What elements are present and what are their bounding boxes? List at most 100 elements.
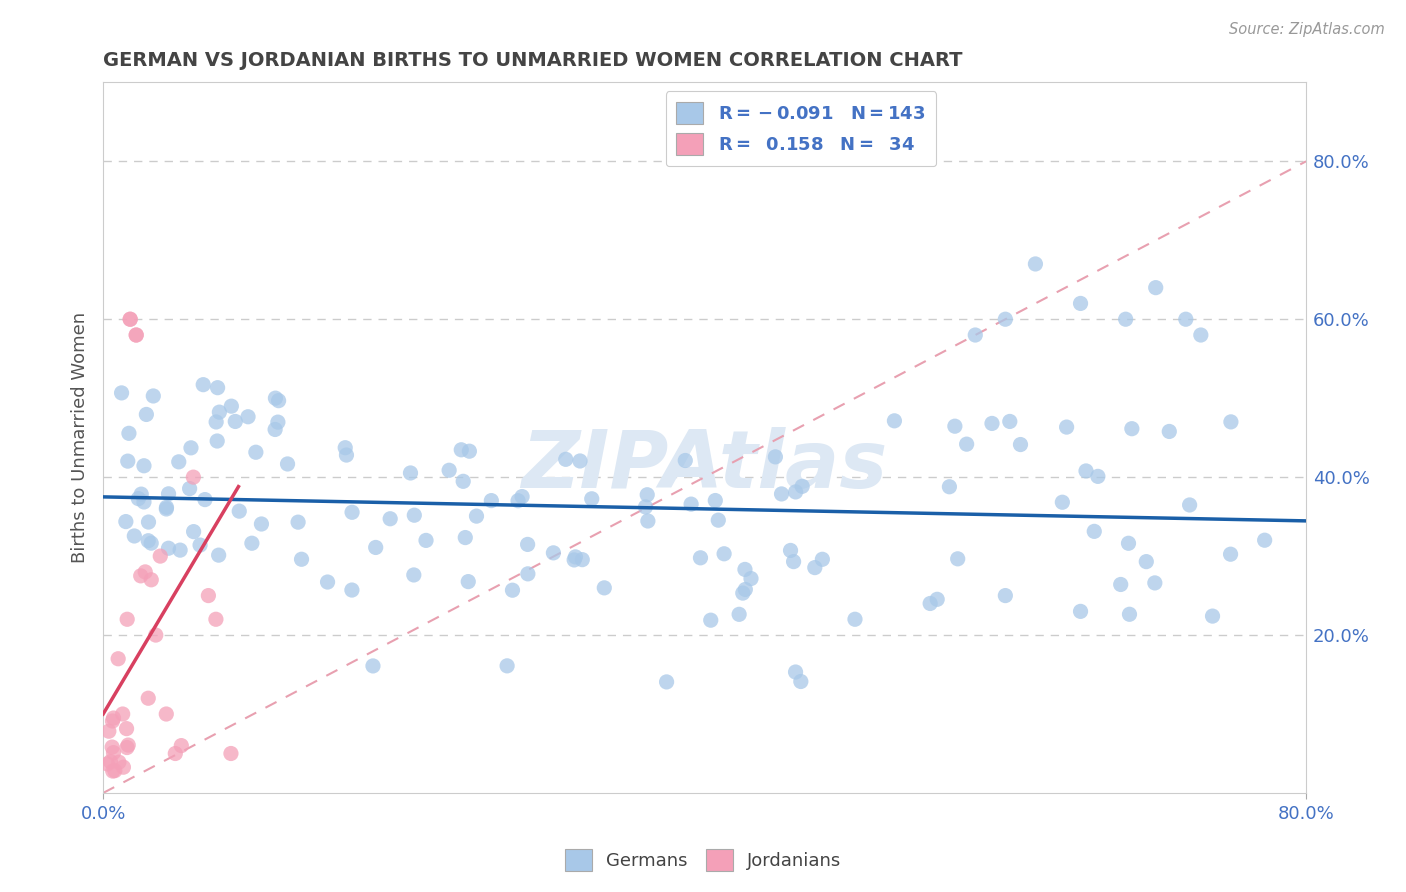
Point (115, 612, 138, 626)
Point (740, 572, 762, 586)
Text: ZIPAtlas: ZIPAtlas (522, 427, 887, 505)
Point (734, 582, 756, 597)
Point (1109, 577, 1132, 591)
Point (208, 405, 231, 419)
Point (792, 479, 814, 493)
Point (103, 711, 125, 725)
Point (543, 546, 565, 560)
Point (194, 492, 217, 507)
Point (437, 463, 460, 477)
Point (782, 555, 804, 569)
Point (219, 747, 242, 761)
Point (129, 487, 152, 501)
Point (120, 312, 142, 326)
Point (250, 516, 273, 531)
Point (938, 480, 960, 494)
Point (136, 691, 159, 706)
Point (157, 541, 180, 556)
Point (1024, 257, 1046, 271)
Point (165, 747, 187, 761)
Point (264, 391, 287, 405)
Point (956, 437, 979, 451)
Legend: $\mathbf{R = -0.091}$   $\mathbf{N = 143}$, $\mathbf{R =\ \ 0.158}$   $\mathbf{N: $\mathbf{R = -0.091}$ $\mathbf{N = 143}$… (665, 91, 936, 166)
Point (399, 466, 422, 480)
Point (496, 658, 519, 673)
Point (569, 454, 592, 468)
Point (287, 515, 309, 529)
Point (779, 543, 801, 558)
Point (700, 613, 723, 627)
Point (1056, 420, 1078, 434)
Point (129, 569, 152, 583)
Point (97, 724, 120, 739)
Point (811, 552, 834, 566)
Point (785, 665, 807, 679)
Point (132, 458, 155, 473)
Point (1052, 495, 1074, 509)
Point (454, 531, 477, 545)
Point (136, 533, 159, 548)
Point (101, 714, 124, 728)
Point (998, 414, 1021, 428)
Point (120, 312, 142, 326)
Point (110, 385, 132, 400)
Point (554, 452, 576, 467)
Point (141, 573, 163, 587)
Point (1087, 469, 1109, 483)
Point (637, 514, 659, 528)
Point (1143, 575, 1166, 590)
Point (155, 706, 177, 721)
Point (207, 381, 229, 395)
Point (117, 738, 139, 752)
Point (228, 504, 250, 518)
Point (465, 509, 488, 524)
Point (183, 524, 205, 539)
Point (404, 508, 426, 523)
Point (564, 549, 586, 564)
Point (169, 543, 191, 558)
Point (1174, 312, 1197, 326)
Point (124, 529, 146, 543)
Point (335, 448, 357, 462)
Point (193, 377, 215, 392)
Point (107, 652, 129, 666)
Point (501, 583, 523, 598)
Point (731, 586, 754, 600)
Point (245, 445, 267, 459)
Point (364, 541, 387, 555)
Point (264, 422, 287, 436)
Legend: Germans, Jordanians: Germans, Jordanians (557, 842, 849, 879)
Point (132, 495, 155, 509)
Point (155, 500, 177, 515)
Point (571, 552, 593, 566)
Point (770, 487, 793, 501)
Point (115, 515, 138, 529)
Point (290, 552, 312, 566)
Point (1219, 415, 1241, 429)
Point (149, 549, 172, 563)
Point (451, 475, 474, 489)
Point (340, 505, 363, 519)
Point (1135, 555, 1157, 569)
Point (361, 659, 384, 673)
Point (581, 491, 603, 506)
Point (1121, 422, 1143, 436)
Y-axis label: Births to Unmarried Women: Births to Unmarried Women (72, 312, 89, 563)
Point (804, 560, 827, 574)
Point (946, 551, 969, 566)
Point (316, 575, 339, 590)
Point (457, 574, 479, 589)
Point (180, 441, 202, 455)
Point (673, 453, 696, 467)
Point (920, 597, 942, 611)
Point (380, 512, 402, 526)
Point (104, 764, 127, 778)
Point (458, 444, 481, 458)
Point (197, 589, 219, 603)
Point (1118, 607, 1140, 622)
Point (1144, 280, 1167, 294)
Point (111, 706, 134, 721)
Point (689, 550, 711, 565)
Point (108, 755, 131, 769)
Point (141, 536, 163, 550)
